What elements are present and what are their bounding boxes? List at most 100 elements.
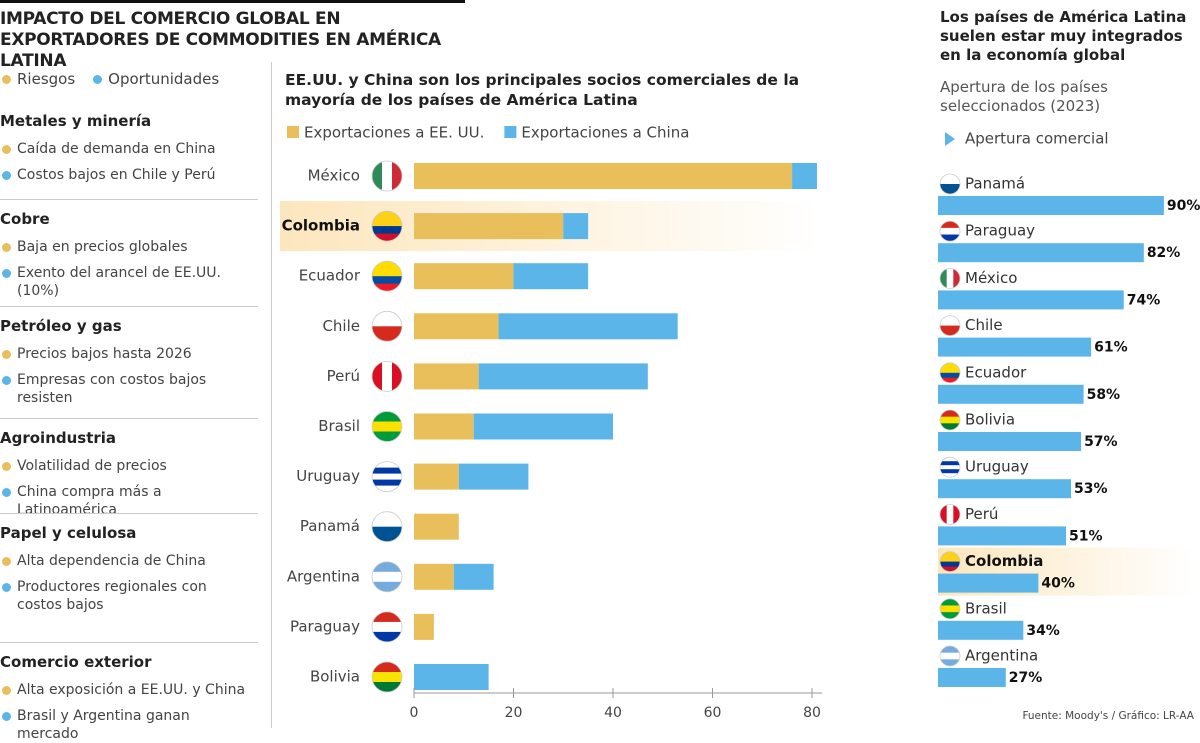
category-label: México [965,269,1017,287]
value-label: 61% [1094,340,1128,356]
bar-segment [414,363,479,390]
bar-segment [792,163,817,189]
flag-ring [939,551,961,572]
flag-stripe [940,566,960,572]
bar-segment [414,263,514,290]
sector-item: Volatilidad de precios [0,457,247,475]
flag-ring [371,160,403,192]
item-dot [2,557,11,566]
flag [372,361,402,392]
legend-dot [93,75,103,84]
flag-stripe [940,652,960,660]
flag-stripe [372,311,402,327]
flag [940,315,960,336]
flag-stripe [940,465,960,470]
flag-stripe [940,367,960,374]
sector-heading: Comercio exterior [0,653,152,671]
legend-item: Oportunidades [91,70,219,88]
legend-swatch [287,126,299,138]
category-label: Argentina [965,647,1038,665]
bar [938,243,1144,263]
category-label: Brasil [965,599,1007,617]
flag-stripe [940,377,960,383]
chart-subtitle: Apertura de los países seleccionados (20… [940,78,1108,115]
sector-heading: Papel y celulosa [0,524,137,542]
bar-segment [414,613,434,640]
flag-ring [371,611,403,643]
chart-title: Los países de América Latina suelen esta… [940,8,1187,64]
item-dot [2,350,11,359]
flag-stripe [372,211,402,220]
flag-stripe [940,423,960,430]
flag-stripe [940,416,960,424]
category-label: Perú [965,505,998,523]
flag-stripe [372,571,402,583]
item-dot [2,376,11,385]
bar [938,196,1164,215]
category-label: Brasil [318,417,360,435]
bar-segment [414,213,564,240]
item-dot [2,488,11,497]
flag-ring [371,310,403,342]
flag-stripe [372,283,402,292]
legend-label: Apertura comercial [965,130,1109,148]
bar-segment [414,563,454,590]
flag-stripe [372,261,402,270]
flag [372,611,402,642]
bar [938,290,1124,310]
bar-segment [563,213,589,240]
source: Fuente: Moody's / Gráfico: LR-AA [1022,710,1194,722]
category-label: Bolivia [965,411,1015,429]
sectors-panel: Metales y minería Caída de demanda en Chi… [0,0,262,742]
flag [940,221,960,242]
category-label: Colombia [282,217,360,235]
bar [938,620,1024,640]
flag-stripe [940,598,960,606]
bar-segment [458,463,529,490]
item-dot [2,243,11,252]
bar-segment [513,263,589,290]
flag-ring [939,173,961,195]
category-label: Bolivia [310,668,360,686]
value-label: 34% [1026,623,1060,639]
category-label: Paraguay [290,617,360,635]
bar-segment [473,413,613,440]
category-label: Uruguay [965,458,1029,476]
sector-item: Alta exposición a EE.UU. y China [0,681,247,699]
flag-ring [371,511,403,543]
legend-label: Exportaciones a China [521,124,689,142]
flag-stripe [372,561,402,573]
category-label: Colombia [965,552,1043,570]
flag-stripe [940,362,960,369]
flag-stripe [372,461,402,469]
item-dot [2,269,11,278]
flag-stripe [940,227,960,236]
flag-stripe [372,268,402,277]
value-label: 40% [1041,576,1075,592]
flag-stripe [372,421,402,432]
bar [938,432,1082,451]
main-title: IMPACTO DEL COMERCIO GLOBAL EN EXPORTADO… [0,0,465,72]
category-label: Paraguay [965,222,1035,240]
flag-stripe [372,485,402,492]
flag-stripe [953,504,960,525]
flag-ring [939,645,961,667]
bar-segment [414,513,459,540]
flag-ring [939,362,961,384]
item-dot [2,712,11,721]
divider [271,62,272,728]
flag [940,504,960,525]
flag-ring [371,661,403,693]
flag-stripe [940,473,960,478]
sector-item: Exento del arancel de EE.UU. (10%) [0,264,247,300]
flag-stripe [940,234,960,242]
bar [938,337,1092,357]
item-dot [2,171,11,180]
sector-heading: Agroindustria [0,429,117,447]
x-tick-label: 20 [505,705,523,721]
bar-segment [414,463,459,490]
flag-ring [939,598,961,620]
flag [372,161,402,191]
sector: Metales y minería Caída de demanda en Chi… [0,102,258,184]
bar [938,384,1084,404]
